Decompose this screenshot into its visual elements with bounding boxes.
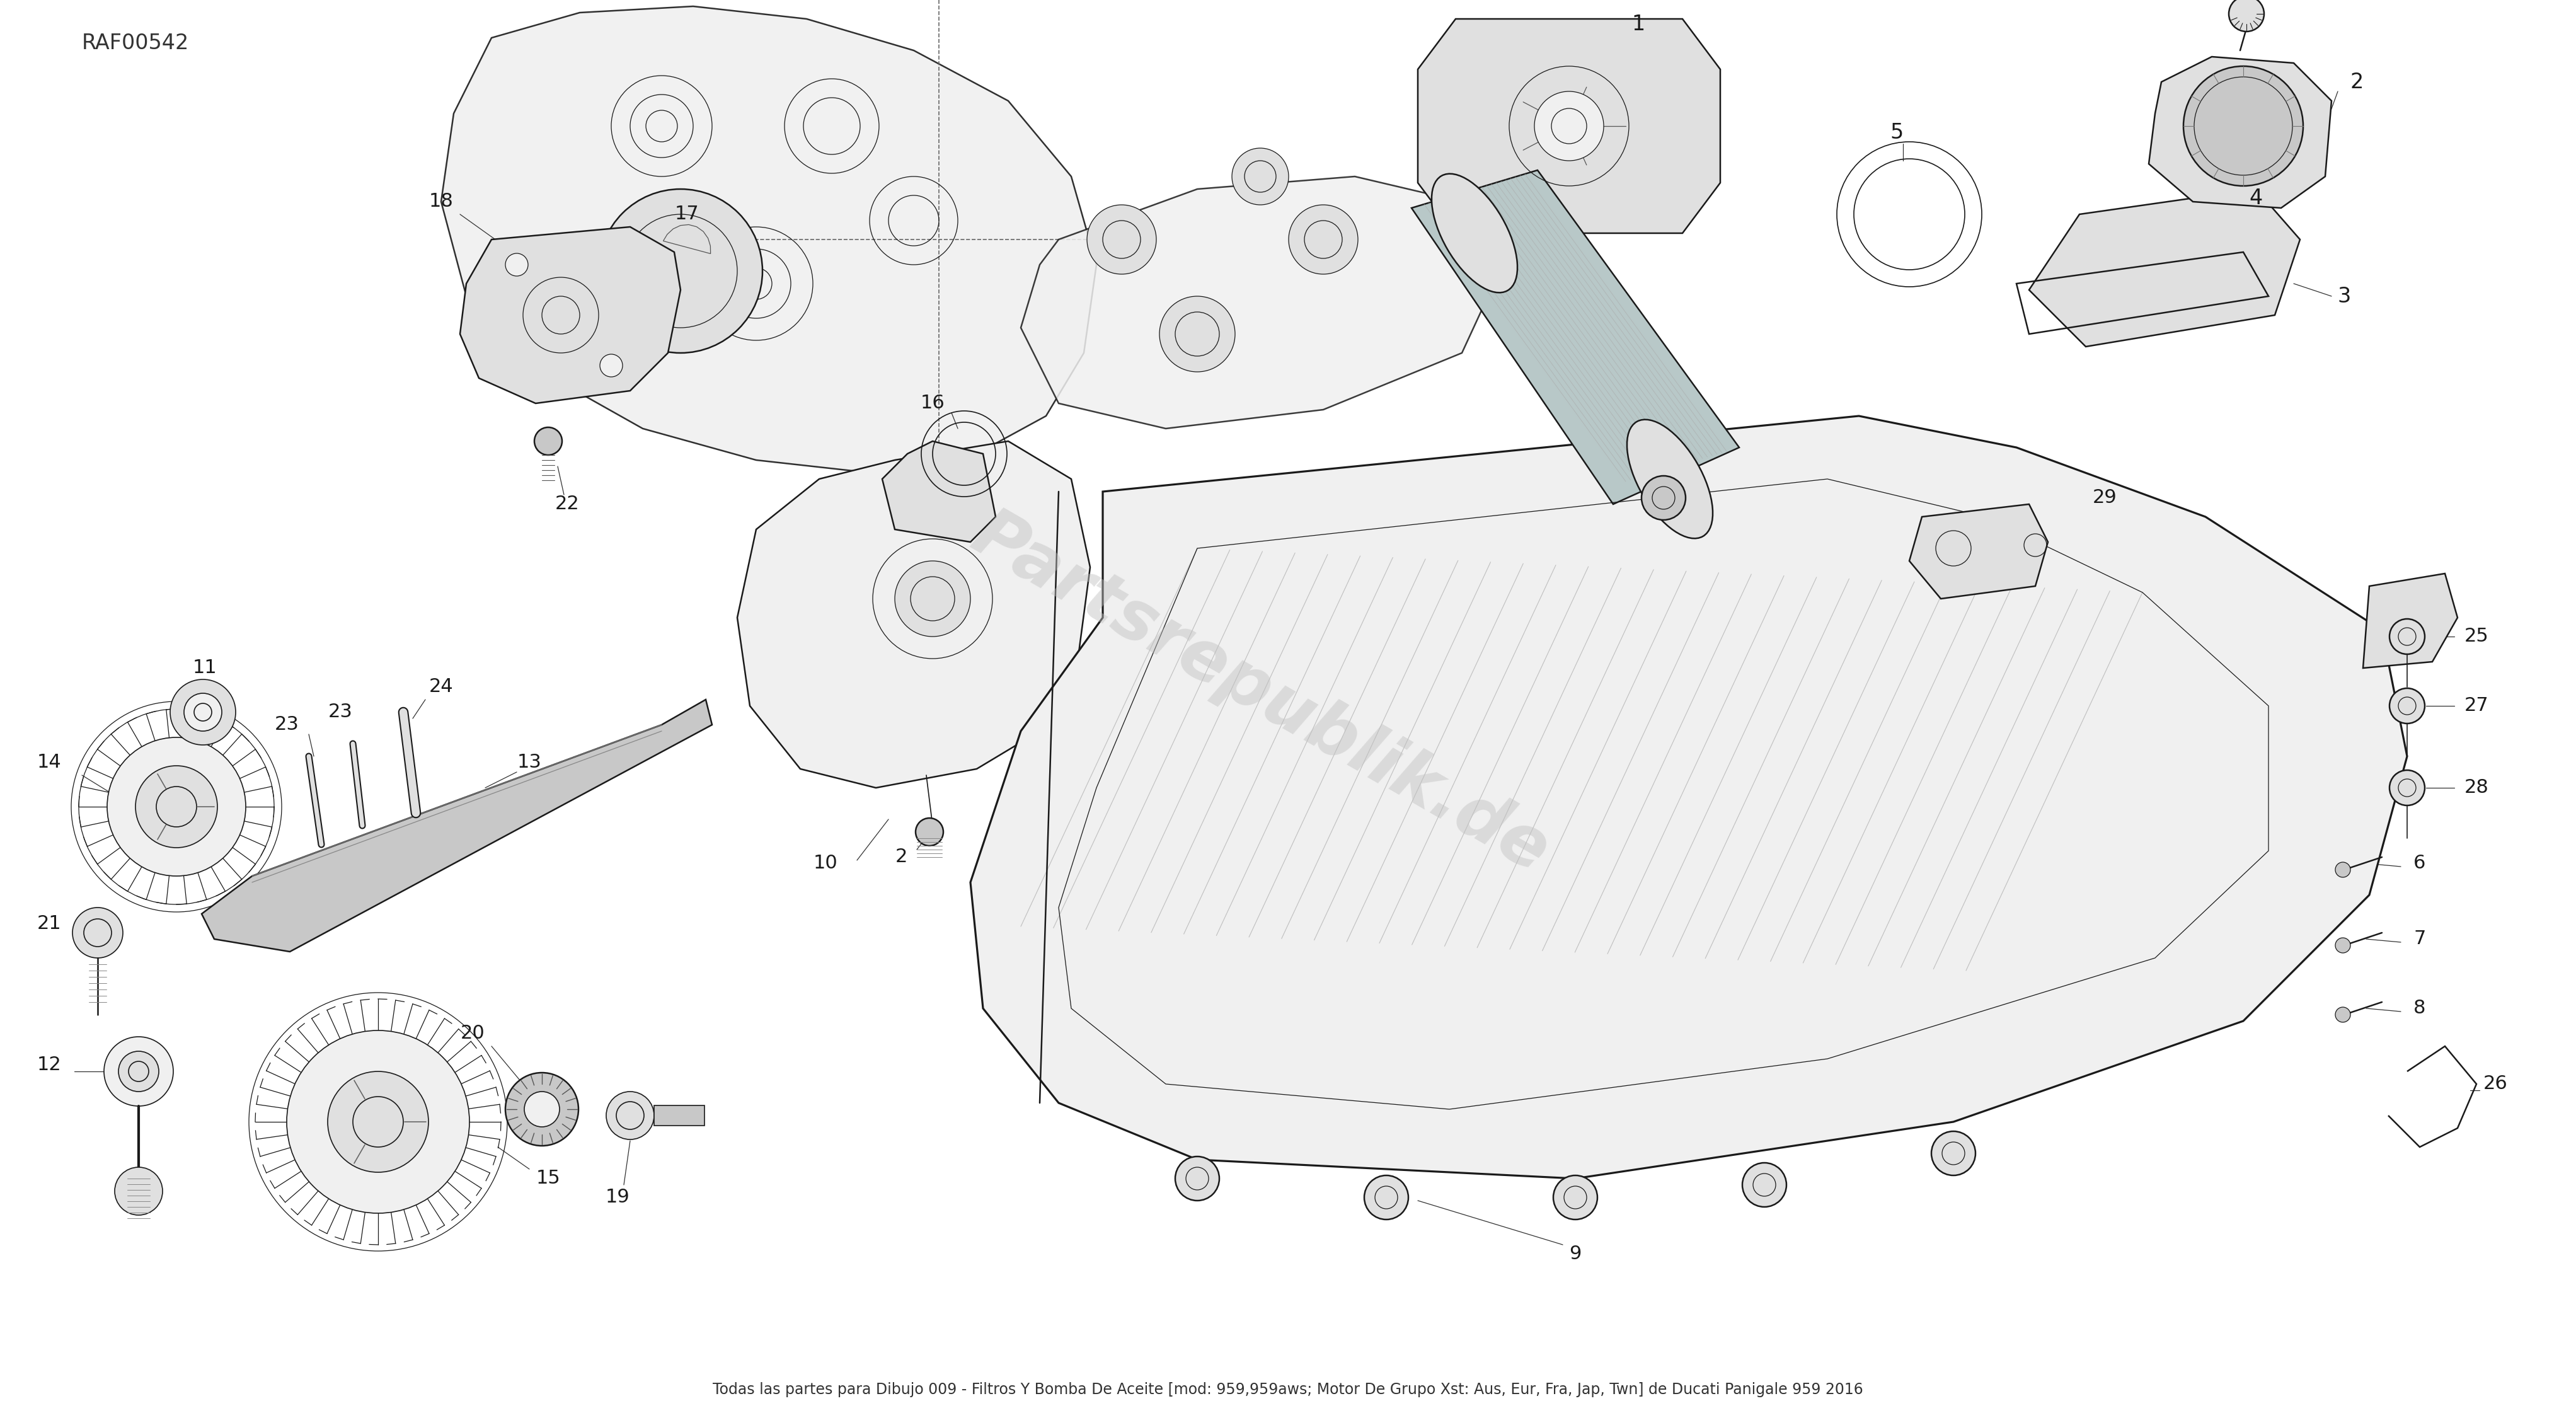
Text: 16: 16 [920,394,945,413]
Text: 8: 8 [2414,999,2427,1017]
Text: 12: 12 [36,1056,62,1074]
Text: 4: 4 [2249,188,2262,209]
Circle shape [183,694,222,731]
Circle shape [72,907,124,958]
Text: 5: 5 [1891,122,1904,143]
Text: 23: 23 [327,704,353,721]
Circle shape [1741,1163,1785,1207]
Circle shape [2336,938,2349,952]
Text: 25: 25 [2465,627,2488,646]
Circle shape [327,1071,428,1173]
Text: 23: 23 [276,715,299,733]
Text: 9: 9 [1569,1245,1582,1263]
Polygon shape [1020,177,1499,428]
Text: 21: 21 [36,914,62,933]
Polygon shape [2362,574,2458,668]
Circle shape [2391,688,2424,723]
Circle shape [118,1051,160,1092]
Circle shape [1553,1176,1597,1219]
Polygon shape [1412,170,1739,504]
Circle shape [1288,205,1358,274]
Text: 24: 24 [428,678,453,697]
Circle shape [533,427,562,455]
Circle shape [505,1072,580,1146]
Polygon shape [1417,18,1721,233]
Polygon shape [881,441,994,543]
Circle shape [598,189,762,353]
Text: 27: 27 [2465,697,2488,715]
Ellipse shape [1628,420,1713,538]
Polygon shape [1909,504,2048,599]
Circle shape [170,680,234,745]
Circle shape [1932,1132,1976,1176]
Circle shape [108,738,245,876]
Text: 19: 19 [605,1188,629,1207]
Text: 26: 26 [2483,1075,2506,1094]
Text: 2: 2 [894,848,907,866]
Circle shape [2336,1007,2349,1022]
Circle shape [103,1037,173,1106]
Circle shape [137,766,216,848]
Text: 11: 11 [193,658,216,677]
Text: 13: 13 [518,753,541,771]
Text: 10: 10 [814,855,837,873]
Circle shape [2336,862,2349,877]
Polygon shape [2030,189,2300,346]
Circle shape [1365,1176,1409,1219]
Text: 2: 2 [2349,72,2362,92]
Polygon shape [440,6,1097,473]
Text: Partsrepublik.de: Partsrepublik.de [961,500,1561,886]
Text: Todas las partes para Dibujo 009 - Filtros Y Bomba De Aceite [mod: 959,959aws; M: Todas las partes para Dibujo 009 - Filtr… [714,1382,1862,1397]
Text: 1: 1 [1631,14,1646,34]
Text: 6: 6 [2414,855,2427,873]
Text: 3: 3 [2336,285,2352,307]
Text: 29: 29 [2092,489,2117,507]
Circle shape [286,1030,469,1214]
Circle shape [116,1167,162,1215]
Text: RAF00542: RAF00542 [82,32,188,54]
Text: 15: 15 [536,1170,562,1188]
Circle shape [1641,476,1685,520]
Polygon shape [201,699,711,952]
Text: 17: 17 [675,205,698,223]
Polygon shape [737,441,1090,788]
Circle shape [505,253,528,276]
Circle shape [2391,770,2424,805]
Polygon shape [971,415,2406,1178]
Text: 18: 18 [428,192,453,211]
Circle shape [1159,297,1234,372]
Circle shape [2228,0,2264,31]
Circle shape [526,1092,559,1128]
Polygon shape [2148,57,2331,208]
Text: 7: 7 [2414,930,2427,948]
Text: 28: 28 [2465,779,2488,797]
Circle shape [914,818,943,846]
Circle shape [2391,619,2424,654]
Polygon shape [461,227,680,403]
Text: 22: 22 [554,495,580,513]
Text: 14: 14 [36,753,62,771]
Circle shape [894,561,971,636]
Circle shape [2184,66,2303,187]
Circle shape [1231,148,1288,205]
Text: 20: 20 [461,1024,484,1043]
Circle shape [600,355,623,377]
Circle shape [605,1092,654,1139]
Bar [654,1105,703,1126]
Circle shape [1535,92,1605,161]
Ellipse shape [1432,174,1517,292]
Circle shape [1175,1156,1218,1201]
Circle shape [1087,205,1157,274]
